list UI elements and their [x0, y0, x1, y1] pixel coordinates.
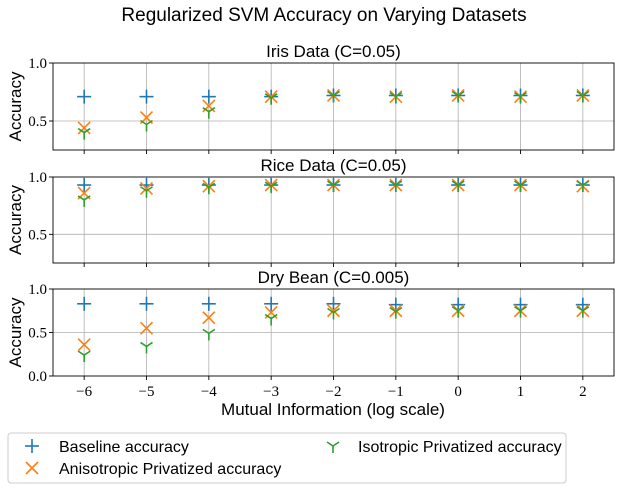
- legend: Baseline accuracy Anisotropic Privatized …: [7, 432, 567, 484]
- data-point: [77, 121, 91, 135]
- data-point: [77, 127, 91, 140]
- data-point: [576, 306, 590, 318]
- y-tick-label: 0.5: [28, 326, 47, 342]
- data-point: [451, 180, 465, 193]
- x-tick-label: 2: [579, 384, 587, 400]
- x-tick-label: −2: [326, 384, 342, 400]
- data-point: [202, 328, 216, 341]
- data-point: [389, 306, 403, 319]
- data-point: [451, 297, 466, 312]
- data-point: [139, 178, 154, 193]
- subplot-title: Iris Data (C=0.05): [266, 42, 401, 61]
- y-tick-label: 1.0: [28, 282, 47, 298]
- data-point: [77, 178, 92, 193]
- data-point: [201, 89, 216, 104]
- data-point: [140, 186, 153, 198]
- subplot-title: Dry Bean (C=0.005): [258, 268, 410, 287]
- series-1: [77, 178, 590, 193]
- data-point: [327, 180, 340, 193]
- data-point: [576, 90, 590, 103]
- data-point: [514, 180, 527, 193]
- data-point: [140, 341, 153, 354]
- legend-entry-3: Isotropic Privatized accuracy: [326, 439, 562, 456]
- plot-frame: [52, 288, 615, 377]
- data-point: [77, 296, 92, 311]
- x-tick-label: −3: [263, 384, 279, 400]
- data-point: [389, 180, 403, 193]
- data-point: [514, 306, 527, 318]
- data-point: [326, 304, 341, 318]
- data-point: [140, 119, 153, 132]
- x-tick-label: −5: [139, 384, 155, 400]
- data-point: [139, 321, 154, 335]
- y-tick-label: 0.5: [28, 114, 47, 130]
- y-tick-label: 1.0: [28, 170, 47, 186]
- data-point: [389, 91, 403, 104]
- y-axis-label: Accuracy: [6, 185, 25, 255]
- legend-label: Anisotropic Privatized accuracy: [59, 461, 281, 478]
- data-point: [326, 296, 341, 311]
- x-axis-label: Mutual Information (log scale): [221, 400, 445, 419]
- data-point: [327, 307, 340, 320]
- data-point: [77, 89, 92, 104]
- series-1: [77, 296, 590, 312]
- data-point: [388, 297, 403, 312]
- data-point: [264, 313, 278, 326]
- data-point: [201, 296, 216, 311]
- y-tick-label: 0.0: [28, 369, 47, 385]
- data-point: [327, 90, 340, 103]
- data-point: [513, 297, 528, 312]
- data-point: [77, 195, 91, 207]
- data-point: [202, 182, 216, 195]
- data-point: [77, 350, 91, 363]
- x-tick-label: −1: [388, 384, 404, 400]
- legend-label: Isotropic Privatized accuracy: [358, 439, 562, 456]
- data-point: [451, 90, 465, 103]
- x-tick-label: −6: [76, 384, 92, 400]
- data-point: [77, 338, 91, 352]
- data-point: [202, 179, 216, 193]
- subplot-3: Dry Bean (C=0.005) 0.0 0.5 1.0 −6 −5 −4 −3 −2 −1 0…: [6, 268, 615, 400]
- data-point: [264, 181, 278, 194]
- data-point: [139, 296, 154, 311]
- data-point: [202, 311, 216, 325]
- data-point: [139, 181, 154, 196]
- data-point: [264, 93, 278, 105]
- x-tick-label: 0: [454, 384, 462, 400]
- legend-frame: [7, 432, 567, 484]
- series-3: [77, 180, 590, 207]
- legend-marker: [25, 461, 39, 475]
- data-point: [264, 178, 278, 192]
- x-tick-label: −4: [201, 384, 217, 400]
- data-point: [575, 297, 590, 312]
- legend-entry-2: Anisotropic Privatized accuracy: [25, 461, 281, 478]
- legend-marker: [326, 441, 340, 453]
- plot-frame: [52, 62, 615, 151]
- legend-label: Baseline accuracy: [59, 439, 189, 456]
- legend-marker: [25, 439, 39, 453]
- data-point: [139, 89, 154, 104]
- subplot-title: Rice Data (C=0.05): [261, 156, 407, 175]
- y-tick-label: 1.0: [28, 56, 47, 72]
- legend-entry-1: Baseline accuracy: [25, 439, 189, 456]
- data-point: [264, 296, 279, 311]
- data-point: [451, 306, 465, 318]
- figure-title: Regularized SVM Accuracy on Varying Data…: [121, 5, 526, 26]
- y-axis-label: Accuracy: [6, 297, 25, 367]
- data-point: [576, 180, 590, 193]
- y-tick-label: 0.5: [28, 227, 47, 243]
- y-axis-label: Accuracy: [6, 71, 25, 141]
- plot-frame: [52, 176, 615, 264]
- data-point: [514, 91, 527, 104]
- data-point: [202, 107, 216, 119]
- data-point: [264, 90, 278, 104]
- x-tick-label: 1: [517, 384, 525, 400]
- series-3: [77, 90, 590, 140]
- series-3: [77, 306, 590, 363]
